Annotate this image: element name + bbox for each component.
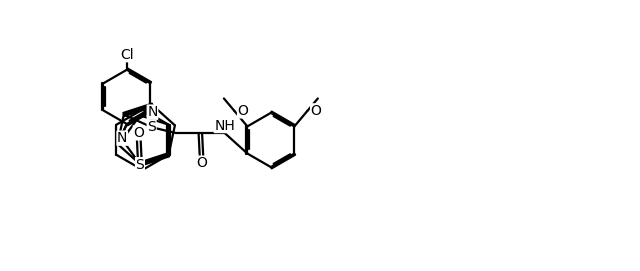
Text: Cl: Cl <box>120 48 134 62</box>
Text: N: N <box>147 105 157 119</box>
Text: O: O <box>237 104 248 118</box>
Text: S: S <box>136 158 145 172</box>
Text: N: N <box>117 131 127 145</box>
Text: S: S <box>147 120 156 134</box>
Text: O: O <box>133 126 144 140</box>
Text: O: O <box>310 104 321 118</box>
Text: O: O <box>196 156 207 170</box>
Text: NH: NH <box>214 118 235 133</box>
